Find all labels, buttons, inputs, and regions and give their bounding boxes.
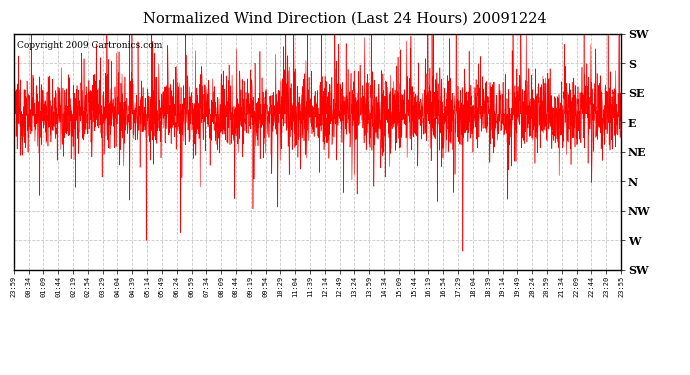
Text: Normalized Wind Direction (Last 24 Hours) 20091224: Normalized Wind Direction (Last 24 Hours…: [144, 11, 546, 25]
Text: Copyright 2009 Cartronics.com: Copyright 2009 Cartronics.com: [17, 41, 162, 50]
